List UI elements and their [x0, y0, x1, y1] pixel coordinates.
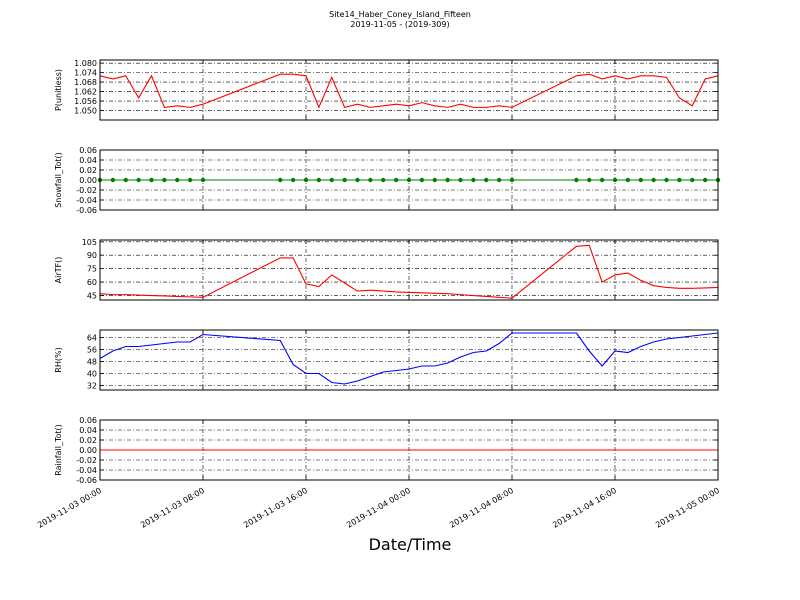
data-marker: [496, 177, 502, 183]
y-tick-label: 0.06: [79, 416, 97, 425]
y-tick-label: 75: [87, 265, 97, 274]
data-marker: [664, 177, 669, 183]
data-marker: [587, 177, 592, 183]
y-tick-label: -0.06: [76, 476, 97, 485]
y-tick-label: 0.06: [79, 146, 97, 155]
data-marker: [290, 177, 296, 183]
x-tick-label: 2019-11-03 08:00: [139, 486, 206, 530]
x-tick-label: 2019-11-04 08:00: [448, 486, 515, 530]
data-marker: [702, 177, 708, 183]
y-tick-label: 40: [87, 370, 97, 379]
y-tick-label: 64: [87, 334, 97, 343]
data-marker: [355, 177, 360, 183]
y-axis-label: Snowfall_Tot(): [54, 152, 63, 208]
y-tick-label: 0.04: [79, 426, 97, 435]
x-tick-label: 2019-11-04 16:00: [551, 486, 618, 530]
plot-frame: [99, 149, 719, 211]
data-marker: [406, 177, 412, 183]
data-marker: [200, 177, 206, 183]
data-marker: [625, 177, 631, 183]
y-tick-label: 56: [87, 346, 97, 355]
y-tick-label: -0.02: [76, 186, 97, 195]
data-marker: [381, 177, 386, 183]
data-marker: [187, 177, 193, 183]
data-marker: [445, 177, 450, 183]
data-marker: [303, 177, 309, 183]
data-marker: [458, 177, 463, 183]
x-tick-label: 2019-11-05 00:00: [654, 486, 721, 530]
y-tick-label: 1.050: [74, 107, 97, 116]
y-tick-label: 90: [87, 251, 97, 260]
y-tick-label: 0.00: [79, 446, 97, 455]
data-marker: [175, 177, 180, 183]
data-marker: [162, 177, 167, 183]
data-line: [99, 73, 719, 109]
data-marker: [677, 177, 682, 183]
data-marker: [574, 177, 579, 183]
plot-frame: [99, 239, 719, 301]
y-tick-label: -0.02: [76, 456, 97, 465]
figure-title: Site14_Haber_Coney_Island_Fifteen: [329, 10, 471, 19]
y-tick-label: -0.04: [76, 466, 97, 475]
y-tick-label: 0.04: [79, 156, 97, 165]
figure-subtitle: 2019-11-05 - (2019-309): [350, 20, 449, 29]
x-tick-label: 2019-11-03 00:00: [36, 486, 103, 530]
x-tick-label: 2019-11-04 00:00: [345, 486, 412, 530]
data-marker: [599, 177, 605, 183]
y-axis-label: AirTF(): [54, 257, 63, 284]
y-tick-label: 1.074: [74, 69, 97, 78]
data-marker: [342, 177, 347, 183]
y-tick-label: 105: [82, 238, 97, 247]
data-marker: [690, 177, 695, 183]
y-tick-label: 0.02: [79, 166, 97, 175]
y-tick-label: 1.080: [74, 59, 97, 68]
data-marker: [393, 177, 399, 183]
y-tick-label: 1.056: [74, 97, 97, 106]
data-marker: [484, 177, 489, 183]
data-marker: [136, 177, 141, 183]
y-axis-label: P(unitless): [54, 69, 63, 111]
data-line: [99, 244, 719, 299]
data-marker: [612, 177, 618, 183]
data-marker: [419, 177, 425, 183]
y-tick-label: -0.06: [76, 206, 97, 215]
y-tick-label: 60: [87, 278, 97, 287]
data-marker: [432, 177, 437, 183]
plot-frame: [99, 419, 719, 481]
y-tick-label: 45: [87, 292, 97, 301]
y-tick-label: 1.068: [74, 78, 97, 87]
y-tick-label: 0.00: [79, 176, 97, 185]
data-line: [99, 332, 719, 385]
data-marker: [638, 177, 643, 183]
y-tick-label: 48: [87, 358, 97, 367]
data-marker: [368, 177, 373, 183]
data-marker: [509, 177, 515, 183]
y-tick-label: 0.02: [79, 436, 97, 445]
y-tick-label: 1.062: [74, 88, 97, 97]
y-tick-label: 32: [87, 382, 97, 391]
y-tick-label: -0.04: [76, 196, 97, 205]
data-marker: [123, 177, 128, 183]
data-marker: [329, 177, 334, 183]
plot-frame: [99, 329, 719, 391]
data-marker: [316, 177, 322, 183]
y-axis-label: Rainfall_Tot(): [54, 424, 63, 476]
x-axis-label: Date/Time: [369, 535, 452, 554]
y-axis-label: RH(%): [54, 347, 63, 372]
data-marker: [651, 177, 656, 183]
plot-frame: [99, 59, 719, 121]
data-marker: [149, 177, 154, 183]
data-marker: [278, 177, 283, 183]
data-marker: [110, 177, 116, 183]
data-marker: [471, 177, 476, 183]
x-tick-label: 2019-11-03 16:00: [242, 486, 309, 530]
